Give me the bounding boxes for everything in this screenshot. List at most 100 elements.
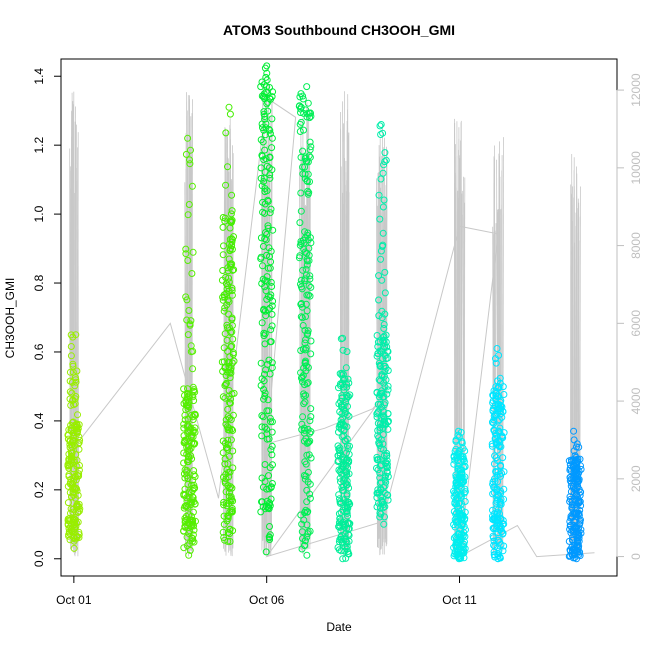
data-point	[489, 490, 497, 498]
data-point	[228, 207, 236, 215]
data-point	[376, 456, 384, 463]
data-point	[257, 234, 265, 242]
data-point	[263, 273, 271, 281]
data-point	[302, 313, 309, 321]
data-point	[70, 491, 78, 499]
data-point	[500, 542, 508, 550]
data-point	[376, 509, 384, 517]
data-point	[265, 407, 273, 415]
data-point	[373, 413, 381, 421]
data-point	[301, 359, 309, 367]
data-point	[224, 512, 232, 520]
data-point	[226, 414, 233, 422]
data-point	[184, 458, 192, 465]
data-point	[494, 552, 502, 560]
data-point	[186, 160, 194, 168]
data-point	[186, 156, 193, 164]
data-point	[188, 481, 196, 489]
data-point	[379, 229, 387, 237]
data-point	[184, 481, 192, 488]
data-point	[382, 472, 390, 480]
data-point	[260, 110, 268, 118]
data-point	[380, 196, 388, 204]
data-point	[304, 439, 312, 447]
data-point	[221, 217, 229, 225]
data-point	[455, 555, 463, 563]
data-point	[490, 489, 498, 497]
data-point	[498, 469, 506, 477]
data-point	[340, 496, 348, 504]
data-point	[182, 398, 190, 406]
data-point	[453, 452, 461, 460]
y-tick-label: 1.4	[32, 68, 46, 85]
data-point	[266, 209, 274, 217]
data-point	[64, 482, 72, 490]
data-point	[260, 90, 268, 98]
y-tick-label: 0.2	[32, 481, 46, 498]
data-point	[75, 500, 83, 508]
data-point	[225, 287, 233, 295]
data-point	[67, 527, 75, 535]
data-point	[301, 426, 309, 434]
data-point	[457, 457, 465, 465]
data-point	[341, 547, 349, 555]
data-point	[458, 466, 466, 474]
data-point	[221, 455, 229, 463]
data-point	[460, 489, 468, 497]
data-point	[306, 417, 314, 425]
data-point	[490, 427, 498, 435]
data-point	[488, 440, 496, 448]
data-point	[225, 103, 233, 111]
y-tick-label: 0.4	[32, 412, 46, 429]
data-point	[224, 537, 232, 545]
data-point	[189, 531, 197, 539]
data-point	[493, 345, 501, 352]
data-point	[265, 125, 273, 133]
data-point	[495, 547, 503, 555]
data-point	[299, 322, 307, 329]
chart-title: ATOM3 Southbound CH3OOH_GMI	[223, 22, 455, 38]
data-point	[259, 413, 267, 421]
data-point	[380, 372, 388, 380]
data-point	[261, 188, 269, 196]
data-point	[493, 441, 501, 448]
data-point	[261, 392, 269, 400]
data-point	[262, 312, 270, 320]
data-point	[488, 442, 496, 450]
data-point	[226, 374, 234, 382]
data-point	[339, 346, 347, 354]
data-point	[374, 343, 382, 351]
data-point	[381, 289, 389, 297]
data-point	[490, 419, 498, 427]
data-point	[492, 396, 500, 403]
data-point	[303, 110, 311, 118]
altitude-layer	[69, 76, 595, 558]
data-point	[226, 246, 234, 254]
data-point	[64, 521, 72, 529]
data-point	[339, 522, 347, 530]
data-point	[219, 437, 227, 445]
data-point	[574, 537, 581, 545]
data-point	[227, 210, 235, 218]
data-point	[336, 449, 344, 457]
data-point	[266, 499, 273, 507]
data-point	[456, 482, 464, 490]
data-point	[264, 196, 272, 204]
data-point	[384, 386, 392, 394]
data-point	[222, 379, 230, 387]
data-point	[376, 122, 384, 130]
data-point	[266, 536, 274, 543]
data-point	[301, 475, 309, 483]
data-point	[69, 368, 77, 376]
data-point	[301, 398, 309, 406]
data-point	[300, 437, 308, 445]
data-point	[378, 348, 386, 356]
data-point	[75, 472, 83, 480]
data-point	[268, 364, 276, 372]
data-point	[299, 92, 307, 100]
data-point	[304, 99, 312, 107]
data-point	[69, 418, 77, 426]
data-point	[301, 542, 309, 550]
data-point	[303, 451, 311, 459]
data-point	[259, 138, 267, 146]
